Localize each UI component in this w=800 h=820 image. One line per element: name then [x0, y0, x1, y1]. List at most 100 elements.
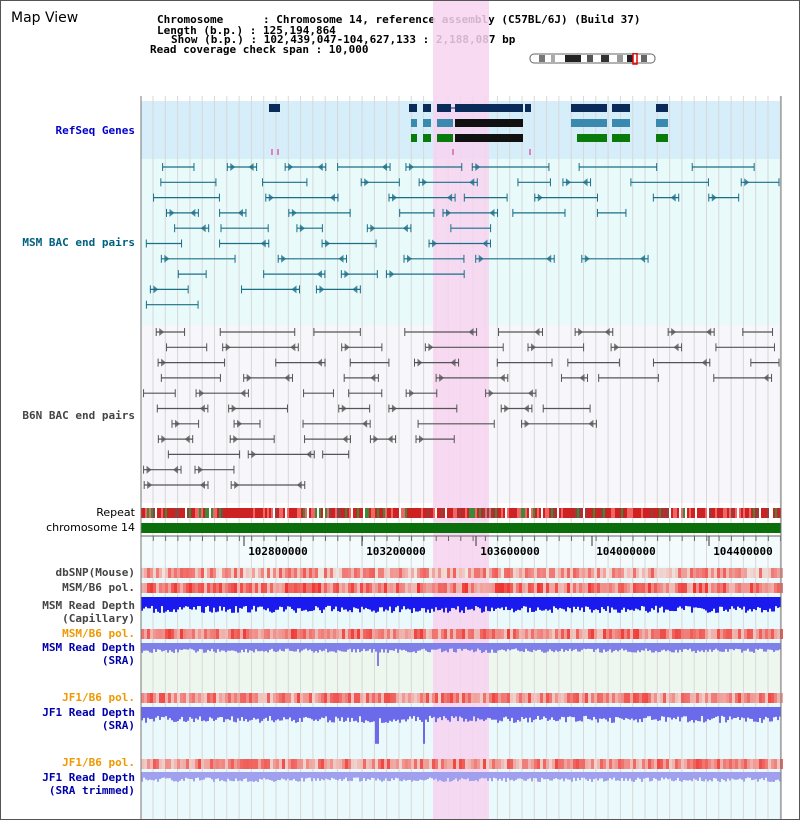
- bac-end-pair: [424, 343, 504, 352]
- bac-end-pair: [195, 389, 249, 398]
- bac-end-pair: [156, 404, 209, 413]
- bac-end-pair: [405, 163, 463, 171]
- bac-end-pair: [263, 270, 326, 279]
- bac-end-pair: [233, 419, 261, 428]
- bac-end-pair: [517, 178, 551, 187]
- track-label-jf1-depth-trim: JF1 Read Depth: [42, 771, 135, 784]
- bac-end-pair: [750, 358, 780, 367]
- bac-end-pair: [366, 224, 412, 233]
- bac-end-pair: [652, 358, 711, 367]
- bac-end-pair: [222, 343, 299, 352]
- bac-end-pair: [145, 300, 199, 309]
- bac-end-pair: [174, 224, 210, 233]
- track-label-msm-depth-sra: MSM Read Depth: [42, 641, 135, 654]
- heatmap-tracks: [141, 568, 783, 769]
- bac-end-pair: [742, 328, 774, 336]
- bac-end-pair: [496, 358, 553, 367]
- bac-end-pair: [155, 328, 186, 336]
- bac-end-pair: [275, 358, 326, 367]
- bac-end-pair: [598, 373, 659, 382]
- track-label-b6n-bac: B6N BAC end pairs: [22, 409, 135, 422]
- repeat-track[interactable]: [141, 508, 781, 518]
- bac-end-pair: [220, 224, 269, 233]
- bac-end-pair: [713, 373, 773, 382]
- bac-end-pair: [562, 178, 592, 187]
- track-label-msm-bac: MSM BAC end pairs: [22, 236, 135, 249]
- bac-end-pair: [415, 435, 455, 444]
- msm-bac-end-pairs[interactable]: [145, 163, 780, 309]
- bac-end-pair: [247, 450, 315, 459]
- bac-end-pair: [442, 208, 499, 217]
- bac-end-pair: [413, 358, 460, 367]
- bac-end-pair: [337, 163, 391, 171]
- track-label-jf1-b6-pol: JF1/B6 pol.: [62, 691, 135, 704]
- bac-end-pair: [691, 163, 755, 171]
- track-label-jf1-b6-pol-2: JF1/B6 pol.: [62, 756, 135, 769]
- bac-end-pair: [500, 404, 533, 413]
- bac-end-pair: [230, 481, 306, 489]
- bac-end-pair: [435, 373, 509, 382]
- track-label-chromosome: chromosome 14: [46, 521, 135, 534]
- bac-end-pair: [171, 419, 200, 428]
- bac-end-pair: [194, 465, 235, 474]
- axis-tick-label: 103200000: [366, 545, 426, 558]
- bac-end-pair: [567, 358, 620, 367]
- gene-model[interactable]: [411, 134, 668, 142]
- axis-tick-label: 104400000: [713, 545, 773, 558]
- bac-end-pair: [219, 239, 270, 248]
- bac-end-pair: [262, 178, 308, 187]
- bac-end-pair: [578, 163, 658, 171]
- bac-end-pair: [304, 435, 351, 444]
- bac-end-pair: [610, 343, 683, 352]
- bac-end-pair: [349, 358, 390, 367]
- gene-model[interactable]: [411, 119, 668, 127]
- bac-end-pair: [149, 285, 189, 294]
- bac-end-pair: [403, 254, 465, 263]
- bac-end-pair: [630, 178, 709, 187]
- bac-end-pair: [160, 373, 221, 382]
- bac-end-pair: [219, 208, 247, 217]
- bac-end-pair: [399, 208, 435, 217]
- bac-end-pair: [740, 178, 780, 187]
- track-label-msm-depth-cap: MSM Read Depth: [42, 599, 135, 612]
- chromosome-ideogram[interactable]: [529, 53, 657, 65]
- bac-end-pair: [385, 270, 465, 279]
- b6n-bac-end-pairs[interactable]: [143, 328, 780, 489]
- track-label-jf1-depth-trim-sub: (SRA trimmed): [48, 784, 135, 797]
- bac-end-pair: [485, 389, 537, 398]
- bac-end-pair: [715, 343, 775, 352]
- bac-end-pair: [360, 178, 400, 187]
- length-info: Length (b.p.) : 125,194,864: [157, 24, 336, 37]
- axis-tick-label: 102800000: [248, 545, 308, 558]
- bac-end-pair: [418, 178, 478, 187]
- bac-end-pair: [160, 254, 236, 263]
- bac-end-pair: [321, 239, 377, 248]
- bac-end-pair: [450, 224, 492, 233]
- track-label-msm-depth-sra-sub: (SRA): [101, 654, 135, 667]
- bac-end-pair: [667, 328, 715, 336]
- bac-end-pair: [157, 358, 226, 367]
- axis-tick-label: 103600000: [480, 545, 540, 558]
- gene-model[interactable]: [269, 104, 668, 112]
- track-label-jf1-depth-sra: JF1 Read Depth: [42, 706, 135, 719]
- bac-end-pair: [226, 163, 258, 171]
- bac-end-pair: [265, 193, 339, 202]
- bac-end-pair: [708, 193, 740, 202]
- bac-end-pair: [338, 404, 371, 413]
- bac-end-pair: [596, 208, 627, 217]
- axis-tick-label: 104000000: [596, 545, 656, 558]
- coordinate-axis: 102800000 103200000 103600000 104000000 1044…: [140, 535, 782, 558]
- bac-end-pair: [340, 270, 378, 279]
- bac-end-pair: [219, 328, 296, 336]
- bac-end-pair: [471, 163, 550, 171]
- track-label-dbsnp: dbSNP(Mouse): [55, 566, 135, 579]
- bac-end-pair: [463, 193, 508, 202]
- bac-end-pair: [177, 270, 207, 279]
- bac-end-pair: [348, 389, 383, 398]
- bac-end-pair: [542, 404, 591, 413]
- bac-end-pair: [498, 328, 544, 336]
- bac-end-pair: [527, 343, 585, 352]
- track-label-refseq: RefSeq Genes: [55, 124, 135, 137]
